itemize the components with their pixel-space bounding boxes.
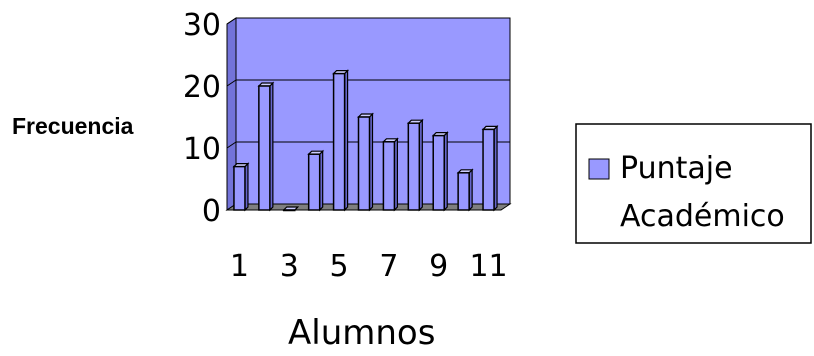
gridline-side xyxy=(226,17,237,25)
y-tick-label: 20 xyxy=(183,70,221,105)
x-tick-label: 1 xyxy=(230,249,249,284)
x-axis-label: Alumnos xyxy=(288,313,435,353)
bar xyxy=(332,69,350,212)
legend: Puntaje Académico xyxy=(575,123,812,244)
bar xyxy=(232,162,250,212)
bars xyxy=(232,69,499,212)
y-tick-labels: 0 10 20 30 xyxy=(183,8,221,229)
y-tick-label: 0 xyxy=(202,194,221,229)
bar xyxy=(456,168,474,212)
x-tick-label: 5 xyxy=(330,249,349,284)
bar xyxy=(257,81,275,212)
x-tick-labels: 1 3 5 7 9 11 xyxy=(230,249,508,284)
bar xyxy=(307,149,325,212)
x-tick-label: 11 xyxy=(469,249,507,284)
bar xyxy=(381,137,399,212)
legend-swatch xyxy=(588,158,610,180)
gridline-side xyxy=(226,141,237,149)
legend-label-line-1: Puntaje xyxy=(620,151,733,186)
x-tick-label: 7 xyxy=(379,249,398,284)
bar xyxy=(406,118,424,212)
bar xyxy=(431,131,449,212)
x-tick-label: 3 xyxy=(280,249,299,284)
y-tick-label: 10 xyxy=(183,132,221,167)
legend-label-line-2: Académico xyxy=(620,199,785,234)
bar xyxy=(282,206,300,212)
gridline-side xyxy=(226,79,237,87)
y-axis-label: Frecuencia xyxy=(12,113,134,139)
bar xyxy=(481,124,499,212)
x-tick-label: 9 xyxy=(429,249,448,284)
y-tick-label: 30 xyxy=(183,8,221,43)
bar xyxy=(357,112,374,212)
legend-box xyxy=(575,123,812,244)
